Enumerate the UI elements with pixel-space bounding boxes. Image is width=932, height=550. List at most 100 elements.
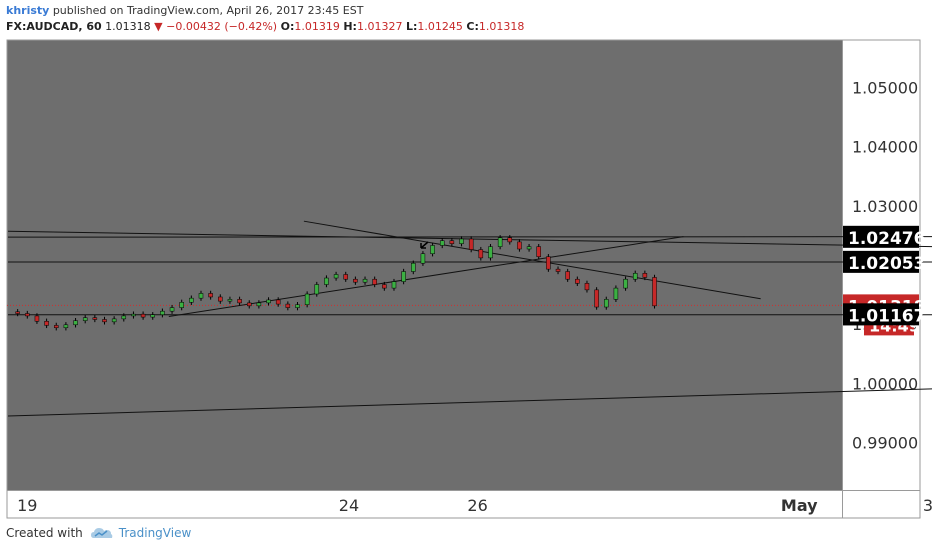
low-value: 1.01245	[417, 20, 463, 33]
candle-body	[198, 293, 204, 299]
down-arrow-icon: ▼	[154, 20, 163, 33]
x-tick-label: 19	[17, 496, 37, 515]
plot-area	[7, 40, 842, 490]
candle-body	[53, 325, 59, 329]
candle-body	[526, 246, 532, 250]
candle-body	[304, 293, 310, 305]
trendline	[168, 236, 684, 318]
candle-body	[150, 314, 155, 318]
footer: Created with TradingView	[6, 526, 191, 540]
y-tick-label: 1.00000	[852, 374, 918, 393]
chart-border	[6, 39, 921, 519]
close-label: C:	[466, 20, 479, 33]
y-tick-label: 0.99000	[852, 434, 918, 453]
author-name[interactable]: khristy	[6, 4, 50, 17]
ohlc-legend: FX:AUDCAD, 60 1.01318 ▼ −0.00432 (−0.42%…	[6, 19, 524, 34]
candle-body	[121, 315, 127, 320]
last-price: 1.01318	[105, 20, 151, 33]
candle-body	[295, 304, 300, 308]
candle-body	[468, 238, 474, 250]
candle-body	[34, 315, 40, 322]
candle-body	[275, 299, 281, 305]
candle-body	[256, 302, 262, 307]
candle-body	[63, 324, 69, 329]
candle-body	[102, 319, 107, 323]
candle-body	[430, 245, 435, 254]
open-value: 1.01319	[294, 20, 340, 33]
trendline	[7, 388, 932, 417]
candle-body	[459, 238, 464, 244]
candle-body	[285, 303, 291, 308]
candle-body	[613, 287, 619, 300]
created-with-text: Created with	[6, 526, 83, 540]
candle-body	[44, 321, 49, 326]
candle-body	[246, 302, 252, 307]
publish-info: khristy published on TradingView.com, Ap…	[6, 3, 363, 18]
price-level-box	[843, 303, 919, 326]
price-level-label: 1.02053	[848, 254, 925, 274]
candle-body	[333, 274, 339, 279]
candle-body	[497, 237, 503, 247]
tradingview-cloud-icon	[90, 528, 113, 538]
candle-body	[401, 271, 406, 282]
candle-body	[343, 274, 348, 280]
published-text: published on TradingView.com, April 26, …	[52, 4, 364, 17]
candle-body	[565, 271, 570, 280]
candle-body	[25, 313, 30, 317]
candle-body	[594, 289, 599, 308]
candle-body	[642, 273, 648, 278]
candle-body	[111, 318, 117, 323]
candle-body	[420, 253, 426, 264]
candle-body	[169, 307, 175, 312]
candle-body	[623, 278, 628, 289]
low-label: L:	[405, 20, 418, 33]
candle-body	[478, 249, 484, 259]
y-tick-label: 1.05000	[852, 78, 918, 97]
change-value: −0.00432 (−0.42%)	[166, 20, 278, 33]
candle-body	[218, 296, 223, 302]
candle-body	[507, 237, 513, 243]
candle-body	[488, 246, 493, 259]
price-level-box	[843, 225, 919, 248]
candle-body	[632, 273, 638, 280]
y-tick-label: 1.03000	[852, 197, 918, 216]
candle-body	[449, 240, 455, 244]
candle-body	[555, 268, 561, 272]
candle-body	[73, 320, 78, 326]
candle-body	[536, 246, 541, 257]
arrow-annotation-icon	[420, 241, 429, 249]
candle-body	[82, 317, 88, 321]
candle-body	[604, 299, 609, 308]
candle-body	[314, 284, 320, 295]
candle-body	[411, 262, 416, 272]
candle-body	[92, 317, 98, 320]
candle-body	[575, 278, 580, 284]
price-level-label: 1.02476	[848, 229, 925, 249]
time-axis	[7, 490, 920, 518]
x-tick-label: 26	[467, 496, 487, 515]
candle-body	[517, 241, 522, 250]
open-label: O:	[280, 20, 295, 33]
candle-body	[391, 281, 397, 289]
candle-body	[652, 277, 657, 307]
candle-body	[382, 284, 387, 289]
candle-body	[237, 299, 242, 304]
candle-body	[372, 278, 377, 285]
candle-body	[353, 278, 358, 283]
candle-body	[266, 299, 271, 304]
candle-body	[179, 302, 184, 308]
candle-body	[208, 293, 213, 298]
candle-body	[189, 297, 194, 303]
high-value: 1.01327	[356, 20, 403, 33]
tradingview-brand[interactable]: TradingView	[118, 526, 192, 540]
candle-body	[140, 313, 146, 318]
symbol-label: FX:AUDCAD, 60	[6, 20, 102, 33]
candle-body	[546, 256, 551, 270]
candle-body	[160, 310, 165, 315]
candle-body	[15, 311, 20, 314]
y-tick-label: 1.04000	[852, 138, 918, 157]
candle-body	[584, 283, 590, 291]
trendline	[8, 236, 932, 238]
close-value: 1.01318	[478, 20, 525, 33]
